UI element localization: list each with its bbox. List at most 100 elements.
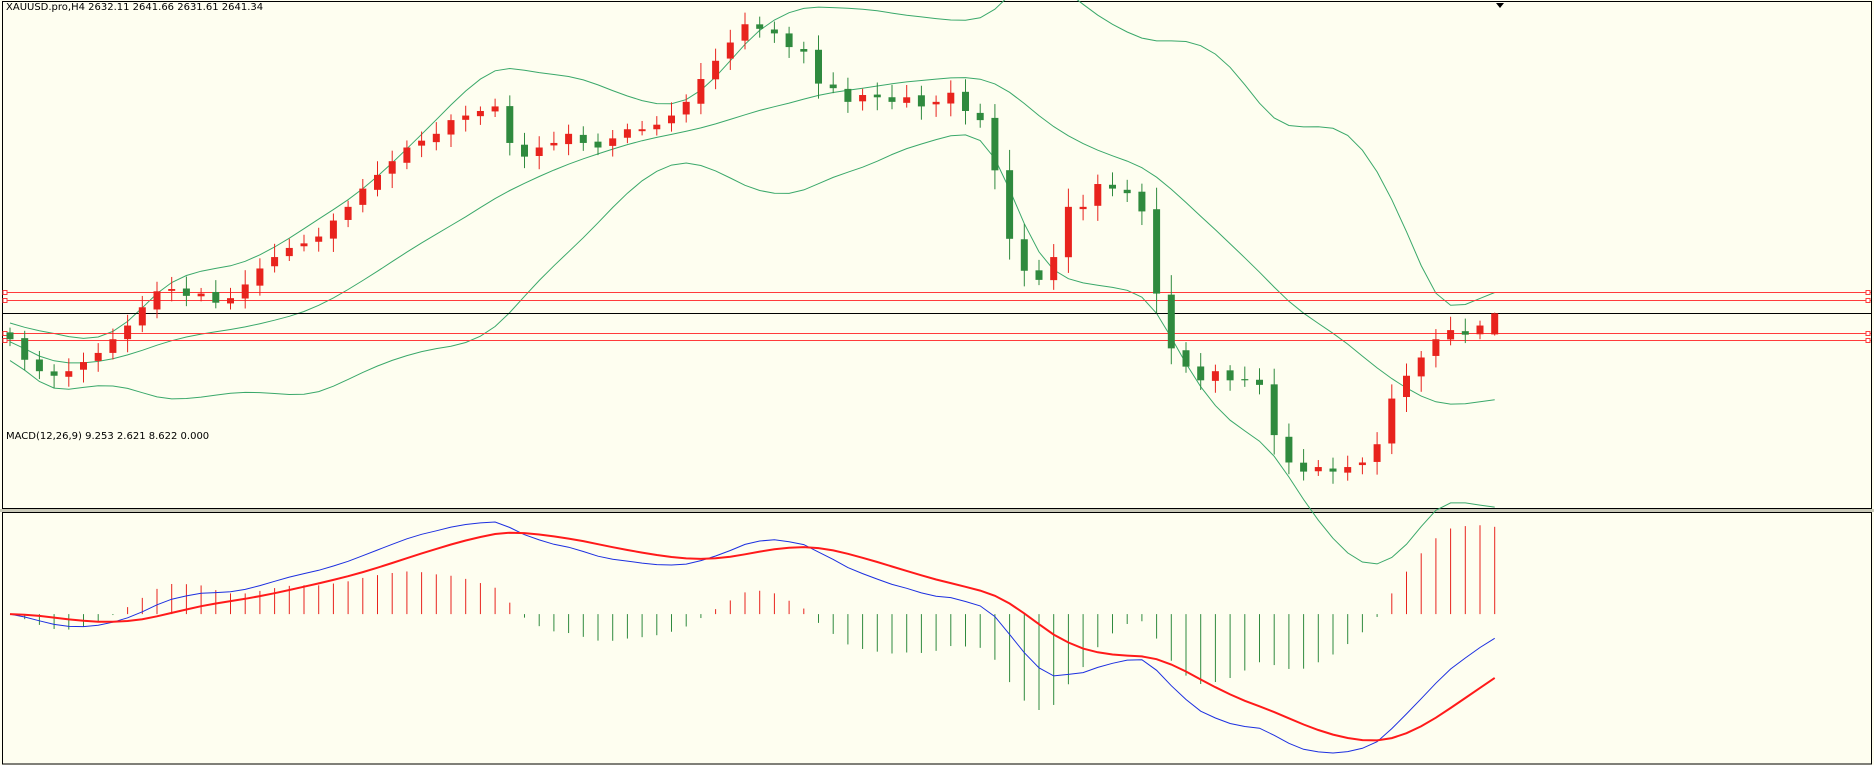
candle: [1403, 363, 1410, 413]
candle: [785, 26, 793, 58]
candle: [50, 364, 58, 389]
indicator-pane-border: [2, 512, 1872, 765]
candle: [756, 16, 764, 38]
candle: [1094, 174, 1102, 221]
candle-body: [859, 95, 867, 102]
candle-body: [329, 220, 337, 239]
candle-body: [873, 94, 881, 98]
candle: [491, 98, 499, 118]
candle-body: [1020, 239, 1028, 271]
candle: [329, 213, 337, 252]
candle-body: [903, 97, 911, 103]
candle: [697, 62, 705, 115]
candle: [800, 41, 808, 64]
candle-body: [1329, 468, 1337, 472]
candle: [1373, 432, 1381, 475]
candle-body: [550, 142, 558, 146]
level-handle-left-3: [2, 331, 8, 336]
candle: [594, 133, 602, 156]
macd-line: [9, 521, 1495, 754]
candle-body: [6, 332, 14, 340]
candle-body: [1153, 209, 1161, 294]
candle-body: [491, 106, 499, 112]
candle-body: [815, 49, 822, 84]
candle-body: [212, 291, 220, 303]
candle-body: [962, 91, 969, 111]
candle-body: [447, 120, 455, 135]
candle: [829, 72, 837, 94]
candle-body: [388, 161, 396, 174]
candle-body: [138, 307, 146, 326]
candle-body: [1182, 350, 1190, 367]
candle: [1329, 457, 1337, 484]
candle: [506, 95, 514, 156]
candle-body: [50, 371, 58, 376]
candle-body: [35, 359, 43, 372]
candle: [1270, 368, 1278, 455]
candle-body: [829, 84, 837, 89]
candle: [623, 123, 631, 144]
horizontal-levels: [2, 290, 1871, 343]
candle-body: [1373, 444, 1381, 462]
candle: [1167, 275, 1175, 365]
candle: [197, 287, 205, 302]
candle: [859, 88, 867, 111]
candle-body: [844, 88, 852, 102]
candle: [873, 82, 881, 111]
candle-body: [623, 129, 631, 138]
candle-body: [1079, 206, 1087, 210]
candle-body: [638, 129, 646, 132]
candle-body: [1256, 379, 1263, 385]
candle: [521, 132, 528, 169]
macd-histogram: [24, 525, 1496, 710]
candle-body: [668, 115, 675, 124]
candle-body: [197, 293, 205, 297]
candle-body: [80, 362, 87, 370]
candle: [550, 131, 558, 151]
candle: [770, 21, 778, 43]
candle: [359, 178, 367, 213]
candle: [638, 120, 646, 136]
candle-body: [65, 371, 73, 377]
candle-body: [947, 92, 955, 104]
level-handle-right-4: [1865, 338, 1871, 343]
candle: [844, 77, 852, 113]
candle: [1226, 365, 1234, 391]
candle-body: [1300, 462, 1308, 472]
candle-body: [1094, 184, 1102, 206]
candle-body: [403, 147, 411, 163]
level-handle-left-1: [2, 290, 8, 295]
candles: [6, 12, 1499, 484]
main-pane-border: [2, 1, 1872, 509]
signal-line: [9, 531, 1496, 742]
candle-body: [976, 112, 984, 121]
candle: [6, 327, 14, 347]
candle-body: [1270, 384, 1278, 436]
candle-body: [1388, 398, 1396, 444]
candle-body: [1123, 189, 1131, 194]
candle-body: [462, 115, 470, 120]
candle-body: [917, 95, 925, 107]
candle-body: [594, 141, 602, 148]
candle: [917, 85, 925, 120]
candle-body: [932, 101, 940, 105]
candle-body: [535, 147, 543, 157]
candle-body: [182, 288, 190, 296]
candle-body: [476, 110, 484, 117]
candle: [138, 295, 146, 333]
shift-marker: [1496, 3, 1504, 8]
candle-body: [1064, 206, 1072, 258]
candle-body: [1167, 294, 1175, 349]
candle-body: [109, 339, 117, 353]
candle: [271, 243, 279, 273]
candle-body: [432, 133, 440, 143]
candle: [1344, 455, 1352, 481]
candle: [947, 80, 955, 117]
candle-body: [888, 97, 896, 102]
candle: [1358, 457, 1366, 475]
level-handle-left-2: [2, 298, 8, 303]
candle: [285, 238, 293, 261]
candle: [726, 29, 734, 70]
candle: [741, 12, 749, 50]
